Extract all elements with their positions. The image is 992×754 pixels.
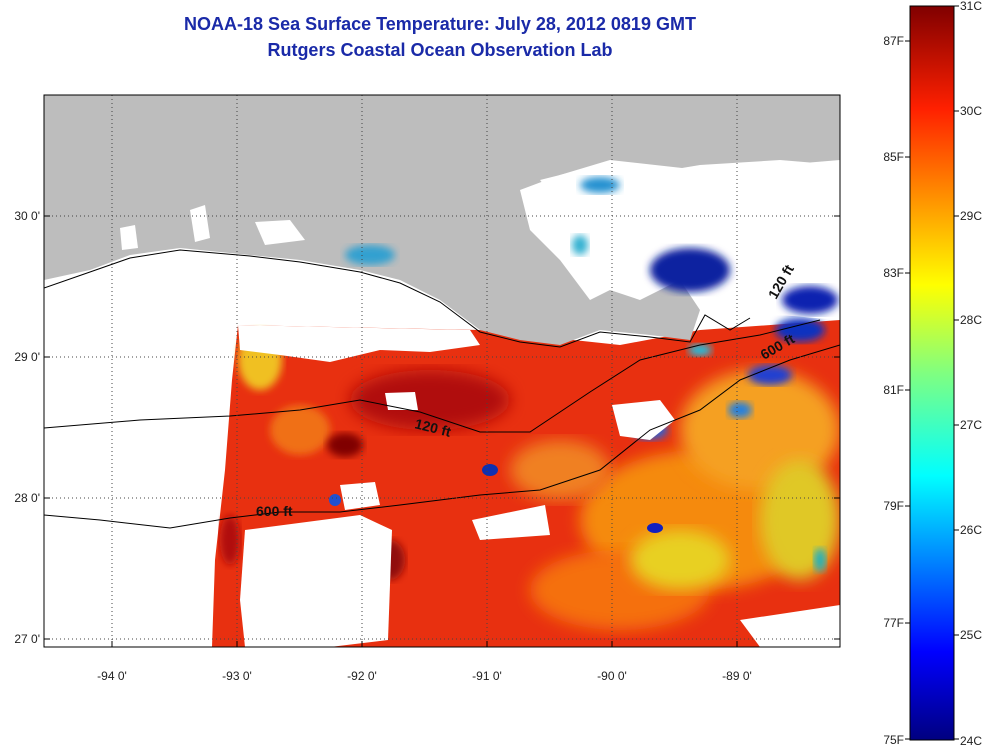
lon-label: -89 0' bbox=[722, 669, 752, 683]
lat-label: 29 0' bbox=[14, 350, 40, 364]
contour-label-600ft: 600 ft bbox=[256, 503, 293, 519]
colorbar-f-label: 75F bbox=[883, 733, 904, 747]
colorbar-c-label: 31C bbox=[960, 0, 982, 13]
colorbar-ticks bbox=[905, 5, 959, 740]
land bbox=[44, 95, 840, 345]
colorbar-c-label: 30C bbox=[960, 104, 982, 118]
map-border bbox=[43, 94, 841, 648]
colorbar bbox=[909, 5, 955, 741]
sst-swath bbox=[212, 318, 840, 647]
colorbar-f-label: 77F bbox=[883, 616, 904, 630]
lon-label: -90 0' bbox=[597, 669, 627, 683]
lon-label: -94 0' bbox=[97, 669, 127, 683]
axis-ticks bbox=[44, 215, 840, 647]
colorbar-c-label: 24C bbox=[960, 734, 982, 748]
colorbar-c-label: 29C bbox=[960, 209, 982, 223]
lat-label: 30 0' bbox=[14, 209, 40, 223]
colorbar-f-label: 79F bbox=[883, 499, 904, 513]
lon-label: -91 0' bbox=[472, 669, 502, 683]
contour-120ft bbox=[44, 319, 821, 433]
colorbar-f-label: 81F bbox=[883, 383, 904, 397]
lat-label: 28 0' bbox=[14, 491, 40, 505]
colorbar-c-label: 28C bbox=[960, 313, 982, 327]
chart-subtitle: Rutgers Coastal Ocean Observation Lab bbox=[267, 40, 613, 60]
lon-label: -93 0' bbox=[222, 669, 252, 683]
colorbar-c-label: 27C bbox=[960, 418, 982, 432]
colorbar-c-label: 25C bbox=[960, 628, 982, 642]
cloud-gaps bbox=[238, 325, 840, 647]
lon-label: -92 0' bbox=[347, 669, 377, 683]
lat-label: 27 0' bbox=[14, 632, 40, 646]
coastline bbox=[44, 249, 751, 348]
graticule bbox=[44, 95, 840, 647]
chart-title: NOAA-18 Sea Surface Temperature: July 28… bbox=[184, 14, 696, 34]
colorbar-c-label: 26C bbox=[960, 523, 982, 537]
colorbar-f-label: 85F bbox=[883, 150, 904, 164]
colorbar-f-label: 83F bbox=[883, 266, 904, 280]
colorbar-f-label: 87F bbox=[883, 34, 904, 48]
